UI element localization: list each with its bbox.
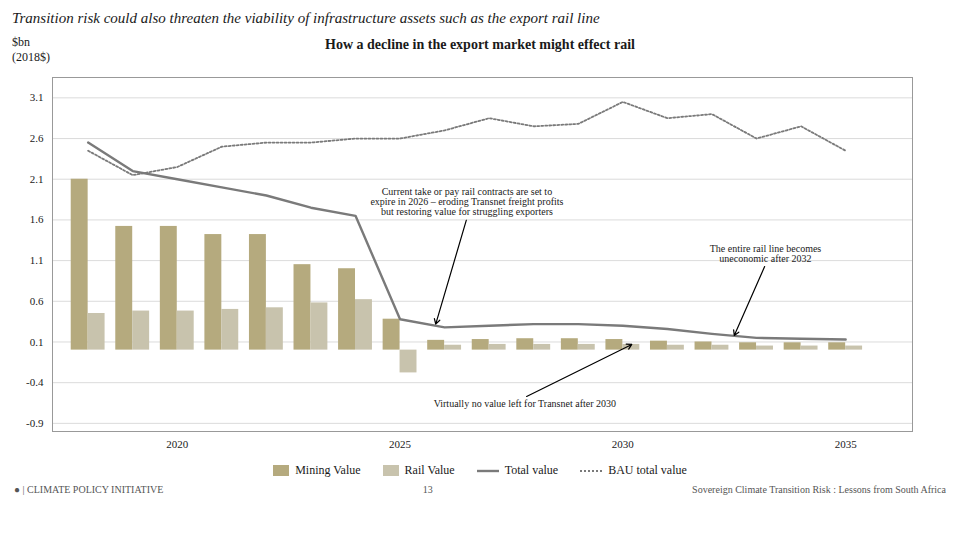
- html-text:Rail Value: Rail Value: [404, 463, 455, 477]
- svg-text:0.1: 0.1: [30, 336, 44, 348]
- svg-text:2025: 2025: [389, 438, 412, 450]
- svg-text:0.6: 0.6: [30, 295, 44, 307]
- html-text:Transition risk could also thr: Transition risk could also threaten the …: [12, 10, 600, 26]
- html-text:$bn: $bn: [12, 35, 30, 49]
- html-text:Total value: Total value: [504, 463, 559, 477]
- html-text:● | CLIMATE POLICY INITIATIVE: ● | CLIMATE POLICY INITIATIVE: [14, 484, 164, 495]
- svg-text:2.6: 2.6: [30, 132, 44, 144]
- html-text:13: 13: [422, 484, 433, 495]
- svg-text:3.1: 3.1: [30, 91, 44, 103]
- svg-text:-0.4: -0.4: [26, 376, 44, 388]
- html-text:Sovereign Climate Transition R: Sovereign Climate Transition Risk : Less…: [692, 484, 946, 495]
- svg-text:The entire rail line becomesun: The entire rail line becomesuneconomic a…: [710, 243, 822, 264]
- html-text:Mining Value: Mining Value: [295, 463, 361, 477]
- svg-text:1.1: 1.1: [30, 254, 44, 266]
- svg-text:-0.9: -0.9: [26, 417, 44, 429]
- html-text:How a decline in the export ma: How a decline in the export market might…: [325, 37, 635, 52]
- svg-text:Current take or pay rail contr: Current take or pay rail contracts are s…: [370, 186, 563, 217]
- svg-text:1.6: 1.6: [30, 213, 44, 225]
- html-text:BAU total value: BAU total value: [608, 463, 687, 477]
- html-text:(2018$): (2018$): [12, 50, 50, 64]
- svg-text:2020: 2020: [166, 438, 189, 450]
- svg-text:2030: 2030: [612, 438, 635, 450]
- svg-text:Virtually no value left for Tr: Virtually no value left for Transnet aft…: [434, 398, 616, 409]
- svg-text:2035: 2035: [835, 438, 858, 450]
- svg-text:2.1: 2.1: [30, 173, 44, 185]
